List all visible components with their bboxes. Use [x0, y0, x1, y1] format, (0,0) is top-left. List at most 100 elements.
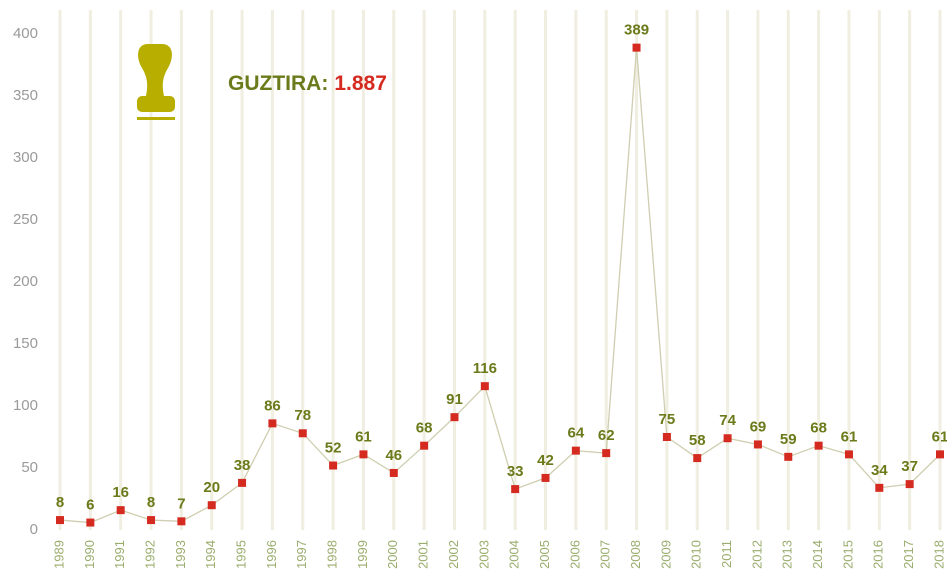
value-label: 74 [719, 412, 736, 429]
point [632, 43, 641, 52]
point [723, 434, 732, 443]
x-tick-label: 1992 [142, 540, 157, 569]
total-value: 1.887 [334, 72, 387, 95]
x-tick-label: 1995 [234, 540, 249, 569]
point [450, 413, 459, 422]
value-label: 7 [177, 495, 185, 512]
y-tick-label: 150 [13, 335, 38, 352]
x-tick-label: 2008 [628, 540, 643, 569]
value-label: 75 [659, 411, 676, 428]
value-label: 52 [325, 439, 342, 456]
point [298, 429, 307, 438]
point [359, 450, 368, 459]
y-tick-label: 250 [13, 211, 38, 228]
x-tick-label: 1994 [203, 540, 218, 569]
point [207, 501, 216, 510]
value-label: 64 [568, 425, 585, 442]
y-tick-label: 300 [13, 149, 38, 166]
point [86, 518, 95, 527]
point [268, 419, 277, 428]
point [389, 468, 398, 477]
x-tick-label: 2001 [416, 540, 431, 569]
x-tick-label: 1990 [82, 540, 97, 569]
point [784, 452, 793, 461]
value-label: 61 [355, 428, 372, 445]
x-tick-label: 2003 [476, 540, 491, 569]
point [329, 461, 338, 470]
x-tick-label: 1989 [51, 540, 66, 569]
value-label: 68 [810, 420, 827, 437]
grid [58, 10, 942, 530]
value-label: 86 [264, 397, 281, 414]
value-label: 61 [932, 428, 947, 445]
value-label: 61 [841, 428, 858, 445]
x-tick-label: 2009 [658, 540, 673, 569]
point [905, 480, 914, 489]
value-label: 78 [294, 407, 311, 424]
value-label: 33 [507, 463, 524, 480]
point [238, 478, 247, 487]
x-tick-label: 2018 [931, 540, 946, 569]
value-label: 389 [624, 22, 649, 39]
point [541, 473, 550, 482]
x-tick-label: 2011 [719, 540, 734, 568]
x-tick-label: 1996 [264, 540, 279, 569]
value-label: 8 [56, 494, 64, 511]
y-tick-label: 400 [13, 25, 38, 42]
point [814, 441, 823, 450]
x-tick-label: 2013 [780, 540, 795, 569]
point [602, 449, 611, 458]
x-tick-label: 1997 [294, 540, 309, 569]
point [571, 446, 580, 455]
value-label: 34 [871, 462, 888, 479]
value-label: 116 [473, 360, 497, 377]
point [875, 483, 884, 492]
point [177, 517, 186, 526]
value-label: 58 [689, 432, 706, 449]
point [662, 433, 671, 441]
y-tick-label: 50 [21, 459, 38, 476]
point [511, 485, 520, 494]
x-tick-label: 2014 [810, 540, 825, 569]
point [420, 441, 429, 450]
x-tick-label: 2016 [871, 540, 886, 569]
y-tick-label: 200 [13, 273, 38, 290]
x-tick-label: 2000 [385, 540, 400, 569]
value-label: 6 [86, 497, 94, 514]
x-tick-label: 2012 [749, 540, 764, 569]
stamp-icon [137, 44, 175, 120]
total-annotation: GUZTIRA: 1.887 [228, 72, 387, 95]
point [147, 516, 156, 525]
y-tick-label: 100 [13, 397, 38, 414]
point [56, 516, 64, 525]
point [480, 382, 489, 391]
value-label: 68 [416, 420, 433, 437]
value-label: 46 [385, 447, 402, 464]
series-line [59, 47, 941, 524]
value-label: 37 [901, 458, 918, 475]
total-label: GUZTIRA: [228, 72, 328, 95]
plot: 1989 1990 1991 1992 1993 1994 1995 1996 1997 1998… [13, 22, 947, 569]
y-tick-label: 350 [13, 87, 38, 104]
value-label: 62 [598, 427, 615, 444]
point [693, 454, 702, 463]
value-label: 42 [537, 452, 554, 469]
value-label: 8 [147, 494, 155, 511]
x-tick-label: 1999 [355, 540, 370, 569]
value-label: 69 [750, 418, 767, 435]
x-tick-label: 1991 [112, 540, 127, 569]
value-label: 91 [446, 391, 463, 408]
value-label: 59 [780, 431, 797, 448]
x-tick-label: 1998 [325, 540, 340, 569]
x-tick-label: 2017 [901, 540, 916, 569]
point [844, 450, 853, 459]
point [936, 450, 944, 459]
value-label: 20 [203, 479, 220, 496]
point [116, 506, 125, 515]
value-label: 38 [234, 457, 251, 474]
x-tick-label: 2004 [507, 540, 522, 569]
x-tick-label: 2005 [537, 540, 552, 569]
y-tick-label: 0 [30, 521, 38, 538]
x-tick-label: 2006 [567, 540, 582, 569]
